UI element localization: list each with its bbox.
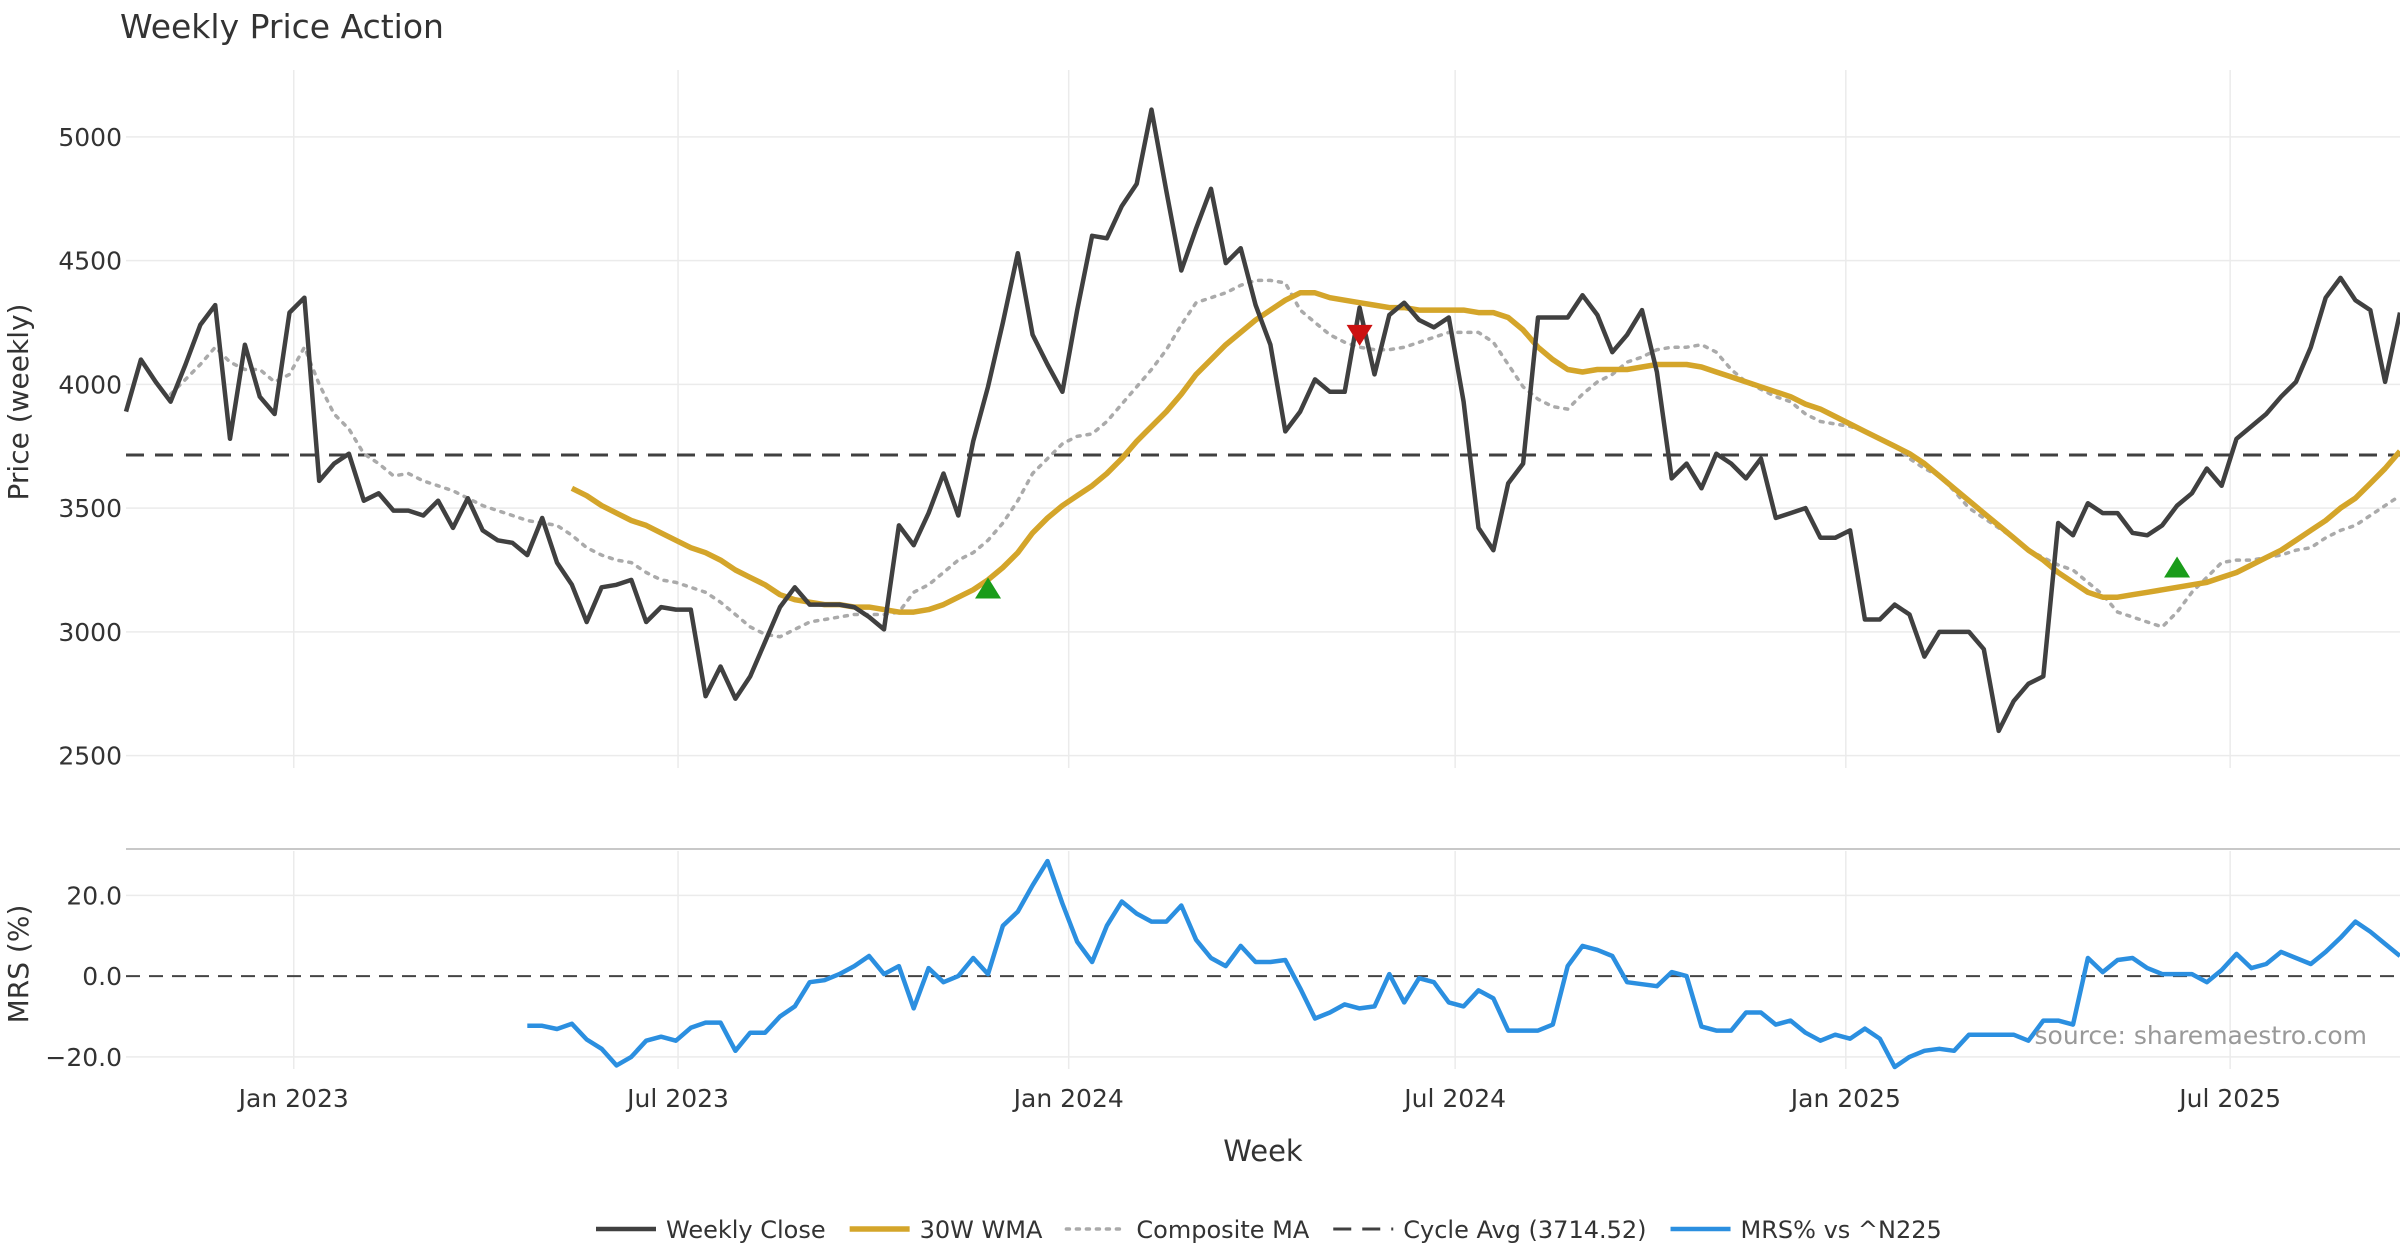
buy-signal-marker (2164, 556, 2191, 578)
mrs-y-axis-ticks: −20.0 0.0 20.0 (45, 881, 122, 1071)
signal-markers (975, 324, 2191, 599)
legend-label: Composite MA (1136, 1216, 1309, 1244)
mrs-series-group (527, 858, 2400, 1070)
x-tick-label: Jan 2023 (237, 1084, 349, 1113)
buy-signal-marker (975, 577, 1002, 599)
legend-item-composite-ma: Composite MA (1064, 1216, 1310, 1244)
price-y-tick-label: 3500 (58, 494, 122, 523)
x-axis-label: Week (1223, 1134, 1303, 1168)
series-30w-wma (570, 290, 2400, 615)
legend-label: MRS% vs ^N225 (1741, 1216, 1942, 1244)
price-y-tick-label: 4000 (58, 370, 122, 399)
mrs-y-tick-label: −20.0 (45, 1043, 122, 1072)
x-tick-label: Jan 2024 (1012, 1084, 1124, 1113)
price-panel-grid (126, 70, 2400, 768)
mrs-panel-grid (126, 851, 2400, 1069)
legend-item-weekly-close: Weekly Close (596, 1216, 826, 1244)
mrs-y-axis-label: MRS (%) (2, 905, 35, 1024)
legend-item-mrs-vs-n225: MRS% vs ^N225 (1670, 1216, 1942, 1244)
legend-label: Weekly Close (666, 1216, 826, 1244)
series-weekly-close (123, 107, 2400, 734)
legend-label: Cycle Avg (3714.52) (1403, 1216, 1646, 1244)
legend-item-cycle-avg-3714-52: Cycle Avg (3714.52) (1333, 1216, 1647, 1244)
mrs-y-tick-label: 0.0 (82, 962, 122, 991)
price-series-group (123, 107, 2400, 734)
series-mrs-vs-n225 (527, 858, 2400, 1070)
x-tick-label: Jan 2025 (1789, 1084, 1901, 1113)
x-tick-label: Jul 2025 (2177, 1084, 2281, 1113)
x-tick-label: Jul 2024 (1402, 1084, 1506, 1113)
x-tick-label: Jul 2023 (625, 1084, 729, 1113)
x-axis-ticks: Jan 2023 Jul 2023 Jan 2024 Jul 2024 Jan 2025… (237, 1084, 2281, 1113)
source-note: source: sharemaestro.com (2035, 1021, 2368, 1050)
series-composite-ma (168, 278, 2400, 639)
legend-label: 30W WMA (920, 1216, 1043, 1244)
price-y-tick-label: 2500 (58, 742, 122, 771)
chart-title: Weekly Price Action (120, 7, 444, 46)
price-y-axis-label: Price (weekly) (2, 304, 35, 501)
price-y-tick-label: 5000 (58, 123, 122, 152)
price-y-tick-label: 4500 (58, 247, 122, 276)
price-y-tick-label: 3000 (58, 618, 122, 647)
legend-item-30w-wma: 30W WMA (849, 1216, 1043, 1244)
mrs-y-tick-label: 20.0 (66, 881, 122, 910)
price-y-axis-ticks: 2500 3000 3500 4000 4500 5000 (58, 123, 122, 771)
sell-signal-marker (1346, 324, 1373, 346)
legend: Weekly Close 30W WMA Composite MA Cycle Avg… (596, 1216, 1942, 1244)
